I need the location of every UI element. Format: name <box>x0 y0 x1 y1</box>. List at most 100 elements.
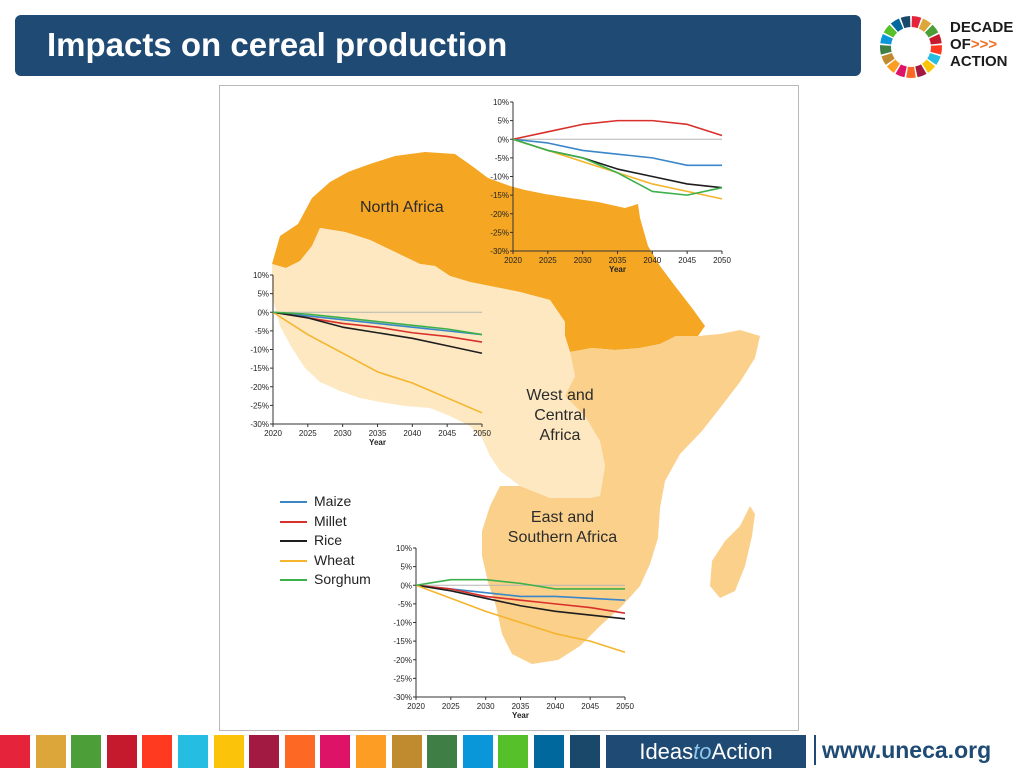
legend-label: Sorghum <box>314 571 371 587</box>
y-tick-label: -15% <box>490 191 509 200</box>
plot-area <box>513 102 722 251</box>
x-tick-label: 2040 <box>643 256 661 265</box>
decade-of-action-logo: DECADE OF>>> ACTION <box>878 14 1013 82</box>
sdg-color-square <box>320 735 351 768</box>
title-bar: Impacts on cereal production <box>15 15 861 76</box>
x-tick-label: 2020 <box>264 429 282 438</box>
sdg-wheel-segment <box>930 45 942 55</box>
africa-figure: North Africa West and Central Africa Eas… <box>219 85 799 731</box>
series-line-millet <box>415 584 626 614</box>
y-tick-label: 0% <box>257 308 269 317</box>
x-tick-label: 2020 <box>504 256 522 265</box>
plot-area <box>273 275 482 424</box>
sdg-color-square <box>71 735 102 768</box>
label-west-central-line-3: Africa <box>539 427 581 444</box>
legend-label: Maize <box>314 493 352 509</box>
map-region-north-africa <box>272 152 705 352</box>
brand-ideas: Ideas <box>639 739 694 764</box>
sdg-color-square <box>284 735 315 768</box>
chart-east-southern-africa: 10% 5% 0% -5% -10% -15% -20% -25% -30%2020 2025 20… <box>393 544 634 720</box>
legend-label: Millet <box>314 512 347 529</box>
sdg-wheel-segment <box>918 18 932 32</box>
sdg-wheel-segment <box>881 53 895 65</box>
label-east-southern-line-1: East and <box>530 509 595 526</box>
brand-action: Action <box>711 739 773 764</box>
series-line-millet <box>512 119 723 141</box>
y-tick-label: -5% <box>398 600 412 609</box>
x-axis-label: Year <box>512 711 529 720</box>
sdg-color-square <box>534 735 564 768</box>
chart-north-africa: 10% 5% 0% -5% -10% -15% -20% -25% -30%2020 2025 20… <box>490 98 731 274</box>
slide-title: Impacts on cereal production <box>47 26 508 63</box>
x-tick-label: 2050 <box>713 256 731 265</box>
x-tick-label: 2045 <box>438 429 456 438</box>
legend-swatch <box>280 579 307 581</box>
x-tick-label: 2025 <box>442 702 460 711</box>
x-tick-label: 2025 <box>539 256 557 265</box>
y-tick-label: -10% <box>393 619 412 628</box>
sdg-color-square <box>356 735 386 768</box>
sdg-color-square <box>427 735 458 768</box>
y-tick-label: 10% <box>493 98 509 107</box>
series-line-sorghum <box>272 311 483 336</box>
y-tick-label: 0% <box>400 581 412 590</box>
sdg-color-square <box>213 735 244 768</box>
x-tick-label: 2045 <box>581 702 599 711</box>
logo-line-1: DECADE <box>950 19 1014 36</box>
y-tick-label: 10% <box>253 271 269 280</box>
y-tick-label: -30% <box>250 420 269 429</box>
series-line-wheat <box>415 584 626 654</box>
sdg-wheel-segment <box>890 18 904 32</box>
series-line-sorghum <box>415 578 625 590</box>
x-tick-label: 2035 <box>369 429 387 438</box>
x-axis-label: Year <box>609 265 626 274</box>
y-tick-label: -5% <box>255 327 269 336</box>
y-tick-label: -20% <box>393 656 412 665</box>
sdg-wheel-segment <box>924 24 939 38</box>
sdg-color-square <box>462 735 493 768</box>
sdg-color-square <box>0 735 30 768</box>
label-west-central-line-1: West and <box>526 387 594 404</box>
series-line-rice <box>415 584 626 620</box>
series-line-maize <box>272 311 483 336</box>
y-tick-label: 5% <box>497 117 509 126</box>
x-tick-label: 2045 <box>678 256 696 265</box>
label-west-central-line-2: Central <box>534 407 586 424</box>
sdg-wheel-segment <box>880 45 892 55</box>
sdg-wheel-segment <box>911 16 922 29</box>
y-tick-label: -20% <box>490 210 509 219</box>
sdg-wheel-segment <box>922 59 936 73</box>
x-tick-label: 2030 <box>334 429 352 438</box>
x-tick-label: 2035 <box>609 256 627 265</box>
x-tick-label: 2020 <box>407 702 425 711</box>
legend-swatch <box>280 559 307 562</box>
sdg-color-square <box>142 735 173 768</box>
x-tick-label: 2040 <box>403 429 421 438</box>
y-tick-label: -20% <box>250 383 269 392</box>
sdg-wheel-segment <box>883 24 898 38</box>
sdg-color-square <box>569 735 600 768</box>
website-url[interactable]: www.uneca.org <box>814 735 991 765</box>
y-tick-label: -30% <box>490 247 509 256</box>
map-region-east-southern <box>482 330 760 664</box>
sdg-color-square <box>498 735 529 768</box>
x-tick-label: 2030 <box>574 256 592 265</box>
africa-map <box>272 152 760 664</box>
sdg-color-square <box>391 735 422 768</box>
y-tick-label: -30% <box>393 693 412 702</box>
label-north-africa: North Africa <box>360 199 444 216</box>
sdg-wheel-segment <box>906 66 916 78</box>
y-tick-label: -10% <box>250 346 269 355</box>
legend-swatch <box>280 540 307 542</box>
series-line-maize <box>512 138 722 167</box>
legend-swatch <box>280 501 307 503</box>
label-east-southern-africa: East and Southern Africa <box>490 508 635 548</box>
sdg-wheel-segment <box>895 64 907 78</box>
y-tick-label: -25% <box>490 228 509 237</box>
logo-text: DECADE OF>>> ACTION <box>950 19 1013 70</box>
map-region-madagascar <box>710 506 755 598</box>
legend-swatch <box>280 520 307 523</box>
ideas-to-action-brand: IdeastoAction <box>606 735 806 768</box>
legend-label: Wheat <box>314 551 355 568</box>
sdg-color-square <box>178 735 208 768</box>
